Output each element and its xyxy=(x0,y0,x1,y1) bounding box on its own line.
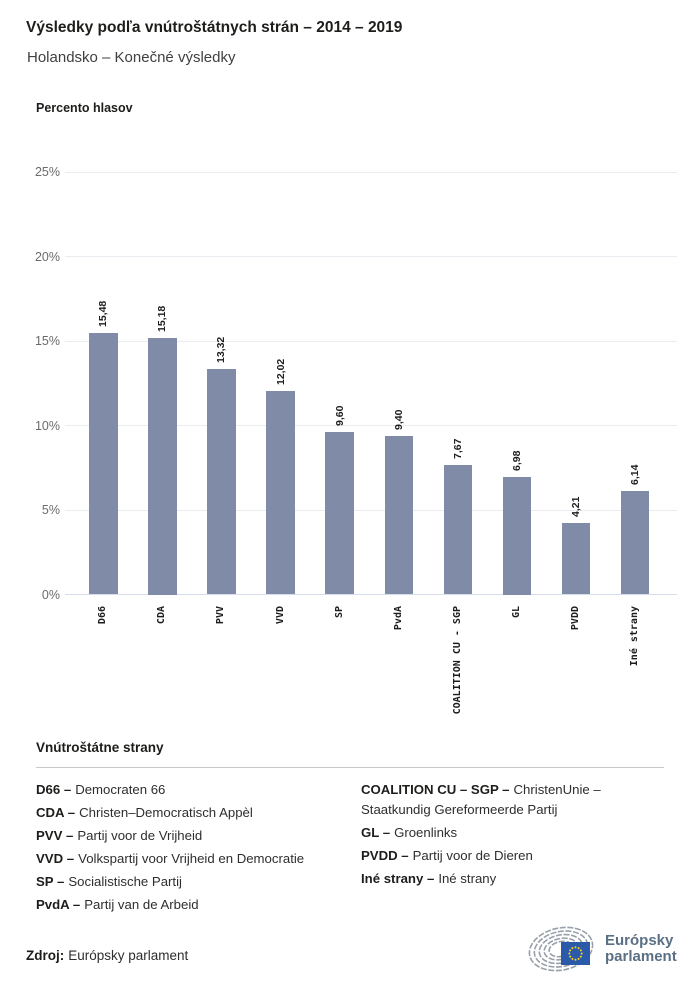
bar xyxy=(502,476,532,595)
logo-text: Európsky parlament xyxy=(605,933,677,965)
legend-heading: Vnútroštátne strany xyxy=(36,740,164,755)
party-name: Partij van de Arbeid xyxy=(84,897,199,912)
bar xyxy=(325,432,354,595)
legend-item: COALITION CU – SGP – ChristenUnie – Staat… xyxy=(361,780,663,820)
x-tick-label: D66 xyxy=(97,606,109,625)
party-abbr: Iné strany – xyxy=(361,871,435,886)
bar xyxy=(207,369,236,595)
legend-item: VVD – Volkspartij voor Vrijheid en Democr… xyxy=(36,849,350,869)
party-name: Volkspartij voor Vrijheid en Democratie xyxy=(78,851,305,866)
bar xyxy=(443,464,473,595)
bar xyxy=(384,435,413,595)
legend-item: GL – Groenlinks xyxy=(361,823,663,843)
legend-item: PvdA – Partij van de Arbeid xyxy=(36,895,350,915)
party-abbr: PvdA – xyxy=(36,897,81,912)
bar-value-label: 6,98 xyxy=(511,450,523,471)
y-tick-label: 0% xyxy=(41,587,60,602)
x-tick-label: VVD xyxy=(274,606,286,625)
party-abbr: GL – xyxy=(361,825,391,840)
party-abbr: D66 – xyxy=(36,782,72,797)
legend-item: D66 – Democraten 66 xyxy=(36,780,350,800)
source-line: Zdroj: Európsky parlament xyxy=(26,948,188,963)
party-name: Partij voor de Vrijheid xyxy=(77,828,203,843)
y-tick-label: 20% xyxy=(34,249,60,264)
x-tick-label: GL xyxy=(511,606,522,619)
legend-item: SP – Socialistische Partij xyxy=(36,872,350,892)
y-tick-label: 5% xyxy=(41,503,60,517)
gridline xyxy=(65,425,677,426)
bar-value-label: 6,14 xyxy=(629,464,642,485)
party-abbr: SP – xyxy=(36,874,65,889)
party-abbr: CDA – xyxy=(36,805,76,820)
y-tick-label: 10% xyxy=(34,418,60,433)
page-title: Výsledky podľa vnútroštátnych strán – 20… xyxy=(26,19,403,36)
eu-flag-icon xyxy=(561,942,590,965)
legend-divider xyxy=(36,767,664,768)
y-axis-title: Percento hlasov xyxy=(36,101,133,115)
logo-text-line2: parlament xyxy=(605,948,677,965)
bar-value-label: 7,67 xyxy=(451,438,464,459)
party-name: Groenlinks xyxy=(394,825,458,840)
x-tick-label: SP xyxy=(333,606,345,619)
bar-chart: 0% 5% 10% 15% 20% 25% 15,48 D66 15,18 CDA 13,32 PVV… xyxy=(34,165,677,715)
bar-value-label: 15,48 xyxy=(97,300,110,327)
bar xyxy=(148,338,177,595)
source-value: Európsky parlament xyxy=(68,948,189,963)
party-name: Christen–Democratisch Appèl xyxy=(79,805,253,820)
gridline xyxy=(65,509,677,511)
gridline xyxy=(65,256,677,257)
gridline xyxy=(65,340,677,342)
source-label: Zdroj: xyxy=(26,948,65,963)
x-tick-label: COALITION CU - SGP xyxy=(451,606,463,715)
party-name: Iné strany xyxy=(438,871,497,886)
bar-value-label: 13,32 xyxy=(215,337,228,364)
x-tick-label: PVDD xyxy=(570,606,581,631)
y-tick-label: 15% xyxy=(34,334,60,348)
bar xyxy=(266,391,295,595)
party-name: Democraten 66 xyxy=(75,782,166,797)
x-tick-label: Iné strany xyxy=(629,606,641,667)
legend-item: PVV – Partij voor de Vrijheid xyxy=(36,826,350,846)
legend-column-right: COALITION CU – SGP – ChristenUnie – Staat… xyxy=(361,780,663,892)
european-parliament-logo: Európsky parlament xyxy=(527,925,677,973)
y-tick-label: 25% xyxy=(34,165,60,179)
bar-value-label: 15,18 xyxy=(156,305,169,332)
party-abbr: PVDD – xyxy=(361,848,409,863)
party-name: Socialistische Partij xyxy=(68,874,182,889)
x-tick-label: PVV xyxy=(215,606,227,625)
bar-value-label: 9,40 xyxy=(392,409,405,430)
legend-item: PVDD – Partij voor de Dieren xyxy=(361,846,663,866)
x-tick-label: CDA xyxy=(156,606,168,625)
party-name: Partij voor de Dieren xyxy=(412,848,533,863)
logo-text-line1: Európsky xyxy=(605,932,674,949)
bar-value-label: 9,60 xyxy=(333,405,346,427)
ep-hemicycle-icon xyxy=(528,926,594,972)
legend-column-left: D66 – Democraten 66 CDA – Christen–Democra… xyxy=(36,780,350,918)
bar xyxy=(89,332,118,595)
legend-item: Iné strany – Iné strany xyxy=(361,869,663,889)
party-abbr: VVD – xyxy=(36,851,75,866)
bar xyxy=(561,523,591,595)
x-tick-label: PvdA xyxy=(392,606,404,631)
gridline xyxy=(65,171,677,173)
page-subtitle: Holandsko – Konečné výsledky xyxy=(27,49,236,66)
gridline xyxy=(65,594,677,595)
legend-item: CDA – Christen–Democratisch Appèl xyxy=(36,803,350,823)
bar xyxy=(620,490,650,595)
party-abbr: PVV – xyxy=(36,828,74,843)
bar-value-label: 12,02 xyxy=(274,359,287,386)
party-abbr: COALITION CU – SGP – xyxy=(361,782,510,797)
bar-value-label: 4,21 xyxy=(570,496,582,518)
party-name: ChristenUnie – Staatkundig Gereformeerde… xyxy=(361,782,601,817)
